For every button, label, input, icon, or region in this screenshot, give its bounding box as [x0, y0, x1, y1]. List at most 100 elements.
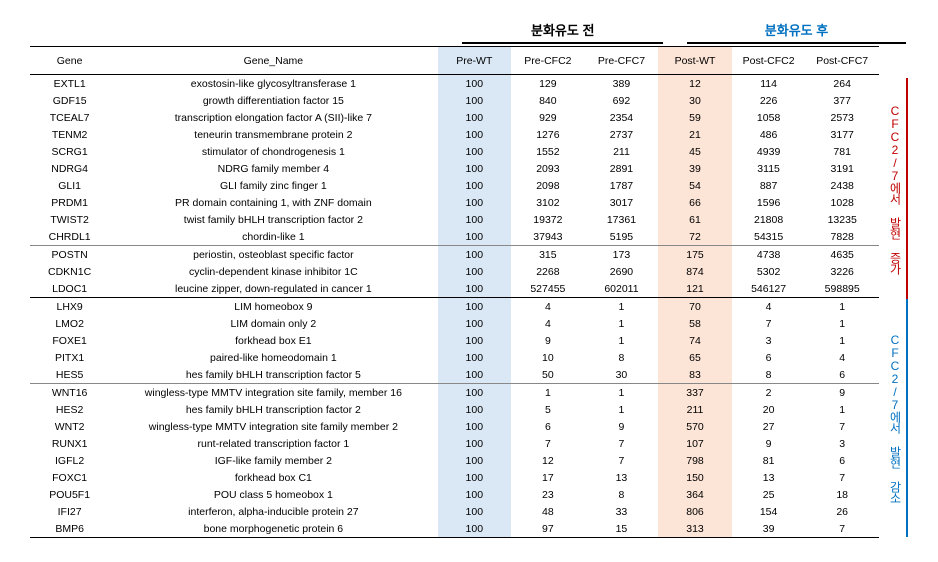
gene-cell: BMP6	[30, 520, 109, 538]
value-cell: 313	[658, 520, 732, 538]
table-row: FOXE1forkhead box E1100917431	[30, 332, 879, 349]
gene-cell: bone morphogenetic protein 6	[109, 520, 437, 538]
value-cell: 100	[438, 332, 512, 349]
table-row: POSTNperiostin, osteoblast specific fact…	[30, 246, 879, 264]
value-cell: 9	[585, 418, 659, 435]
value-cell: 13	[732, 469, 806, 486]
table-row: EXTL1exostosin-like glycosyltransferase …	[30, 75, 879, 93]
value-cell: 2737	[585, 126, 659, 143]
value-cell: 5195	[585, 228, 659, 246]
table-row: LMO2LIM domain only 2100415871	[30, 315, 879, 332]
header-after-line	[687, 42, 906, 44]
gene-cell: NDRG family member 4	[109, 160, 437, 177]
table-row: PITX1paired-like homeodomain 11001086564	[30, 349, 879, 366]
value-cell: 887	[732, 177, 806, 194]
table-row: LHX9LIM homeobox 9100417041	[30, 298, 879, 316]
value-cell: 100	[438, 435, 512, 452]
header-after: 분화유도 후	[685, 20, 908, 44]
value-cell: 598895	[805, 280, 879, 298]
value-cell: 9	[805, 384, 879, 402]
gene-cell: stimulator of chondrogenesis 1	[109, 143, 437, 160]
value-cell: 364	[658, 486, 732, 503]
value-cell: 6	[805, 452, 879, 469]
value-cell: 150	[658, 469, 732, 486]
gene-cell: TCEAL7	[30, 109, 109, 126]
table-body: EXTL1exostosin-like glycosyltransferase …	[30, 75, 879, 538]
column-header: Post-CFC2	[732, 47, 806, 75]
value-cell: 2098	[511, 177, 585, 194]
header-after-label: 분화유도 후	[685, 20, 908, 39]
value-cell: 546127	[732, 280, 806, 298]
value-cell: 7828	[805, 228, 879, 246]
value-cell: 1552	[511, 143, 585, 160]
value-cell: 3115	[732, 160, 806, 177]
value-cell: 15	[585, 520, 659, 538]
value-cell: 100	[438, 315, 512, 332]
value-cell: 1058	[732, 109, 806, 126]
header-before-label: 분화유도 전	[460, 20, 665, 39]
value-cell: 100	[438, 228, 512, 246]
value-cell: 7	[585, 435, 659, 452]
table-row: BMP6bone morphogenetic protein 610097153…	[30, 520, 879, 538]
value-cell: 100	[438, 418, 512, 435]
value-cell: 3177	[805, 126, 879, 143]
value-cell: 7	[805, 418, 879, 435]
value-cell: 81	[732, 452, 806, 469]
value-cell: 129	[511, 75, 585, 93]
value-cell: 3191	[805, 160, 879, 177]
gene-cell: PRDM1	[30, 194, 109, 211]
gene-cell: hes family bHLH transcription factor 2	[109, 401, 437, 418]
value-cell: 12	[511, 452, 585, 469]
value-cell: 39	[732, 520, 806, 538]
value-cell: 7	[732, 315, 806, 332]
value-cell: 1	[585, 315, 659, 332]
value-cell: 18	[805, 486, 879, 503]
value-cell: 2438	[805, 177, 879, 194]
value-cell: 54	[658, 177, 732, 194]
value-cell: 3	[805, 435, 879, 452]
value-cell: 8	[585, 486, 659, 503]
value-cell: 798	[658, 452, 732, 469]
gene-cell: NDRG4	[30, 160, 109, 177]
value-cell: 1	[585, 332, 659, 349]
column-header: Pre-CFC7	[585, 47, 659, 75]
gene-cell: FOXE1	[30, 332, 109, 349]
value-cell: 486	[732, 126, 806, 143]
value-cell: 37943	[511, 228, 585, 246]
gene-cell: IGF-like family member 2	[109, 452, 437, 469]
value-cell: 315	[511, 246, 585, 264]
value-cell: 806	[658, 503, 732, 520]
gene-cell: GLI family zinc finger 1	[109, 177, 437, 194]
gene-cell: growth differentiation factor 15	[109, 92, 437, 109]
gene-expression-table: GeneGene_NamePre-WTPre-CFC2Pre-CFC7Post-…	[30, 46, 879, 538]
table-row: GLI1GLI family zinc finger 1100209817875…	[30, 177, 879, 194]
value-cell: 30	[585, 366, 659, 384]
value-cell: 100	[438, 486, 512, 503]
value-cell: 100	[438, 469, 512, 486]
value-cell: 4	[511, 298, 585, 316]
value-cell: 1	[805, 315, 879, 332]
value-cell: 692	[585, 92, 659, 109]
value-cell: 3	[732, 332, 806, 349]
value-cell: 33	[585, 503, 659, 520]
value-cell: 83	[658, 366, 732, 384]
value-cell: 107	[658, 435, 732, 452]
side-label-container: CFC2/7에서 발현 증가 CFC2/7에서 발현 감소	[885, 46, 908, 538]
value-cell: 100	[438, 280, 512, 298]
gene-cell: WNT16	[30, 384, 109, 402]
header-before-line	[462, 42, 663, 44]
value-cell: 389	[585, 75, 659, 93]
value-cell: 4	[511, 315, 585, 332]
value-cell: 9	[732, 435, 806, 452]
table-row: GDF15growth differentiation factor 15100…	[30, 92, 879, 109]
value-cell: 45	[658, 143, 732, 160]
value-cell: 17	[511, 469, 585, 486]
table-row: LDOC1leucine zipper, down-regulated in c…	[30, 280, 879, 298]
value-cell: 602011	[585, 280, 659, 298]
value-cell: 337	[658, 384, 732, 402]
column-header: Gene_Name	[109, 47, 437, 75]
gene-cell: CHRDL1	[30, 228, 109, 246]
value-cell: 175	[658, 246, 732, 264]
value-cell: 7	[805, 469, 879, 486]
table-row: HES2hes family bHLH transcription factor…	[30, 401, 879, 418]
